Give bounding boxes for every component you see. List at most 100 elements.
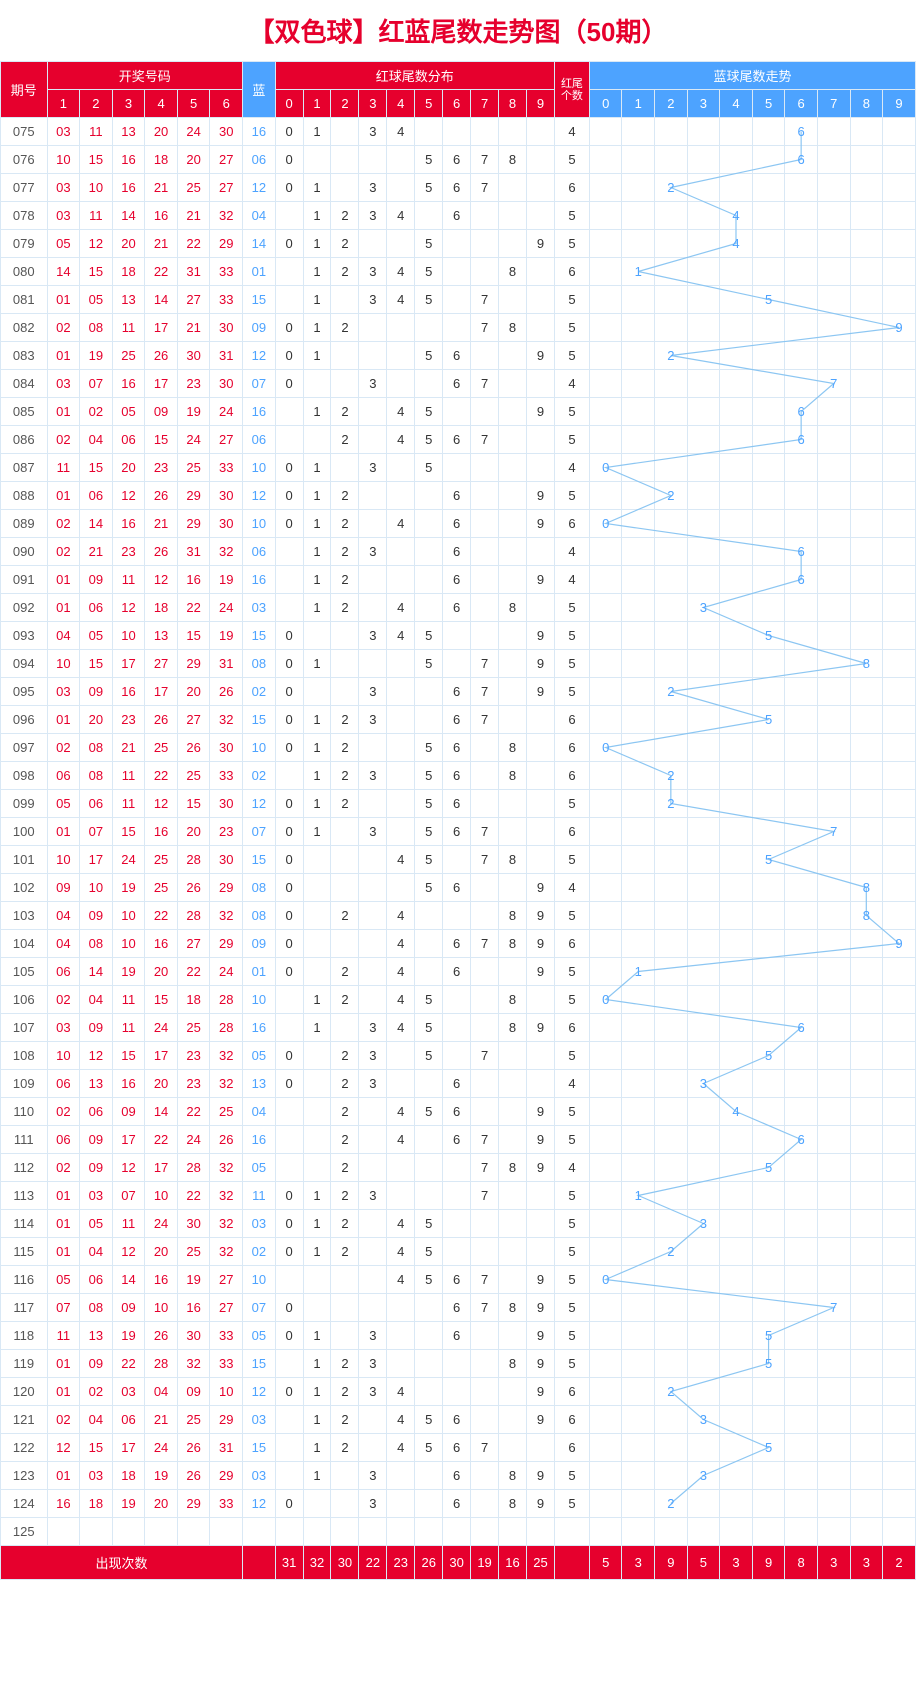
hdr-ball-4: 4	[145, 90, 178, 118]
period-cell: 098	[1, 762, 48, 790]
red-ball: 27	[210, 1266, 243, 1294]
dist-cell	[331, 678, 359, 706]
red-ball: 02	[47, 538, 80, 566]
red-ball: 29	[210, 230, 243, 258]
table-row: 124161819202933120368952	[1, 1490, 916, 1518]
trend-cell	[883, 1406, 916, 1434]
blue-ball: 11	[243, 1182, 276, 1210]
dist-cell	[526, 594, 554, 622]
hdr-trend-9: 9	[883, 90, 916, 118]
trend-cell	[752, 538, 785, 566]
trend-cell: 6	[785, 398, 818, 426]
trend-cell	[622, 650, 655, 678]
trend-cell	[622, 510, 655, 538]
dist-cell	[275, 258, 303, 286]
trend-cell	[720, 958, 753, 986]
hdr-lan: 蓝	[243, 62, 276, 118]
dist-cell: 1	[303, 1434, 331, 1462]
blue-ball: 10	[243, 734, 276, 762]
dist-cell	[303, 1518, 331, 1546]
trend-cell	[720, 1434, 753, 1462]
dist-cell	[526, 1210, 554, 1238]
red-ball: 32	[210, 1238, 243, 1266]
trend-cell	[850, 1070, 883, 1098]
dist-cell: 6	[443, 1294, 471, 1322]
dist-cell	[443, 1154, 471, 1182]
trend-cell	[785, 874, 818, 902]
trend-cell	[883, 258, 916, 286]
footer-trend: 5	[687, 1546, 720, 1580]
red-ball: 27	[210, 426, 243, 454]
trend-cell	[720, 510, 753, 538]
red-ball: 26	[210, 678, 243, 706]
dist-cell	[275, 1266, 303, 1294]
dist-cell	[303, 1098, 331, 1126]
table-row: 118111319263033050136955	[1, 1322, 916, 1350]
count-cell: 4	[554, 1070, 589, 1098]
dist-cell	[415, 1518, 443, 1546]
dist-cell	[526, 1518, 554, 1546]
dist-cell	[303, 146, 331, 174]
hdr-trend-4: 4	[720, 90, 753, 118]
period-cell: 123	[1, 1462, 48, 1490]
red-ball: 18	[112, 258, 145, 286]
trend-cell	[850, 706, 883, 734]
red-ball: 32	[210, 538, 243, 566]
red-ball: 21	[145, 1406, 178, 1434]
red-ball: 22	[177, 958, 210, 986]
trend-cell	[850, 930, 883, 958]
red-ball: 16	[177, 566, 210, 594]
red-ball: 03	[47, 202, 80, 230]
dist-cell: 8	[499, 734, 527, 762]
dist-cell: 5	[415, 818, 443, 846]
dist-cell: 1	[303, 342, 331, 370]
red-ball: 29	[177, 510, 210, 538]
trend-cell	[655, 370, 688, 398]
dist-cell	[499, 958, 527, 986]
trend-cell	[687, 482, 720, 510]
period-cell: 084	[1, 370, 48, 398]
red-ball: 09	[112, 1294, 145, 1322]
dist-cell: 0	[275, 818, 303, 846]
dist-cell: 8	[499, 762, 527, 790]
dist-cell	[471, 1350, 499, 1378]
dist-cell	[303, 930, 331, 958]
trend-cell	[687, 1126, 720, 1154]
trend-cell	[655, 622, 688, 650]
trend-cell	[720, 1266, 753, 1294]
dist-cell	[471, 454, 499, 482]
trend-cell	[850, 1098, 883, 1126]
dist-cell	[359, 650, 387, 678]
dist-cell: 0	[275, 1322, 303, 1350]
count-cell	[554, 1518, 589, 1546]
dist-cell: 1	[303, 118, 331, 146]
dist-cell	[387, 482, 415, 510]
red-ball: 01	[47, 1350, 80, 1378]
red-ball: 04	[145, 1378, 178, 1406]
dist-cell	[499, 818, 527, 846]
dist-cell	[303, 370, 331, 398]
dist-cell: 4	[387, 426, 415, 454]
dist-cell: 2	[331, 1210, 359, 1238]
trend-cell	[687, 1518, 720, 1546]
trend-cell	[589, 874, 622, 902]
footer-dist: 19	[471, 1546, 499, 1580]
dist-cell: 4	[387, 902, 415, 930]
red-ball: 27	[145, 650, 178, 678]
trend-cell: 0	[589, 1266, 622, 1294]
dist-cell: 3	[359, 174, 387, 202]
trend-cell	[850, 594, 883, 622]
dist-cell: 2	[331, 538, 359, 566]
count-cell: 5	[554, 1266, 589, 1294]
trend-cell	[785, 258, 818, 286]
dist-cell	[415, 370, 443, 398]
red-ball: 03	[47, 370, 80, 398]
red-ball	[47, 1518, 80, 1546]
trend-cell	[589, 1490, 622, 1518]
blue-ball: 03	[243, 1210, 276, 1238]
period-cell: 121	[1, 1406, 48, 1434]
trend-cell	[622, 1154, 655, 1182]
red-ball: 14	[80, 958, 113, 986]
red-ball: 32	[177, 1350, 210, 1378]
blue-ball: 03	[243, 1462, 276, 1490]
